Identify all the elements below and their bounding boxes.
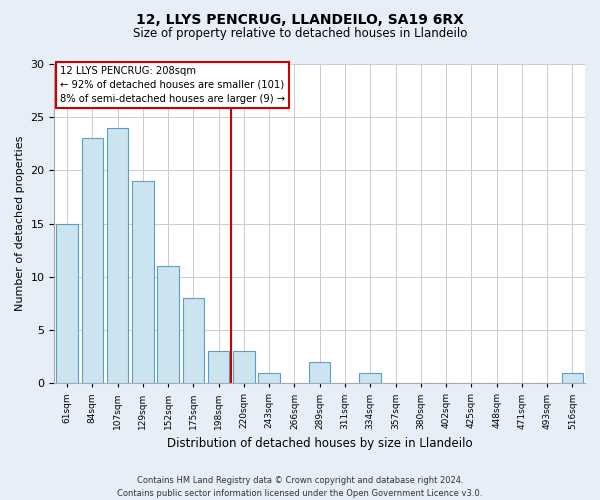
Bar: [82, 138, 103, 384]
X-axis label: Distribution of detached houses by size in Llandeilo: Distribution of detached houses by size …: [167, 437, 473, 450]
Y-axis label: Number of detached properties: Number of detached properties: [15, 136, 25, 312]
Bar: [562, 372, 583, 384]
Bar: [56, 224, 78, 384]
Text: 12, LLYS PENCRUG, LLANDEILO, SA19 6RX: 12, LLYS PENCRUG, LLANDEILO, SA19 6RX: [136, 12, 464, 26]
Text: 12 LLYS PENCRUG: 208sqm
← 92% of detached houses are smaller (101)
8% of semi-de: 12 LLYS PENCRUG: 208sqm ← 92% of detache…: [60, 66, 285, 104]
Bar: [107, 128, 128, 384]
Text: Contains HM Land Registry data © Crown copyright and database right 2024.
Contai: Contains HM Land Registry data © Crown c…: [118, 476, 482, 498]
Bar: [309, 362, 331, 384]
Bar: [233, 352, 254, 384]
Bar: [259, 372, 280, 384]
Text: Size of property relative to detached houses in Llandeilo: Size of property relative to detached ho…: [133, 28, 467, 40]
Bar: [359, 372, 381, 384]
Bar: [182, 298, 204, 384]
Bar: [132, 181, 154, 384]
Bar: [208, 352, 229, 384]
Bar: [157, 266, 179, 384]
